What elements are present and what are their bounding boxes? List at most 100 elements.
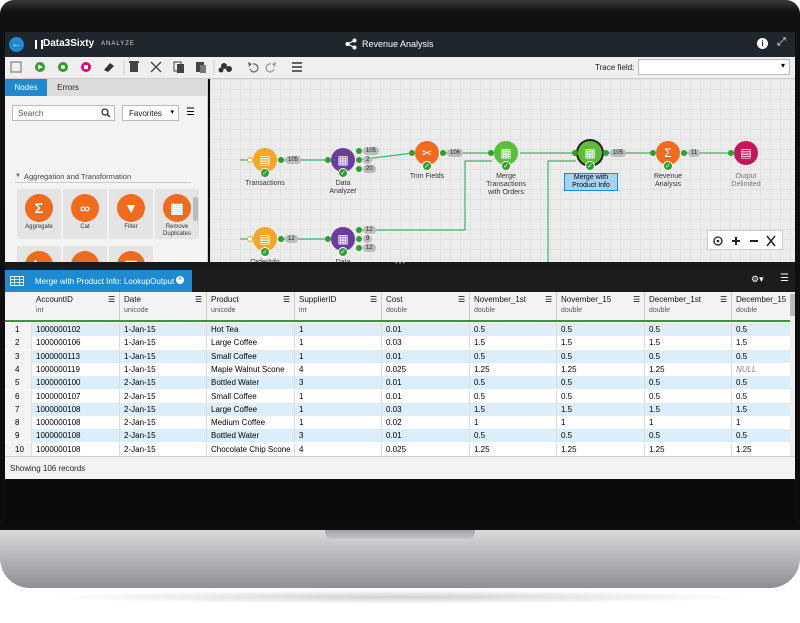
status-bar: Showing 106 records (5, 456, 795, 479)
cell: 9 (5, 429, 32, 443)
trace-dropdown[interactable]: ▾ (638, 59, 790, 75)
cell: 0.5 (645, 389, 732, 403)
port (278, 157, 284, 163)
expand-icon[interactable]: ⤢ (777, 36, 786, 48)
node-label: Data Analyzer (308, 259, 378, 262)
port (488, 150, 494, 156)
row (5, 336, 795, 350)
results-tab[interactable]: Merge with Product Info: LookupOutput × (5, 270, 192, 292)
cell: 1.25 (645, 362, 732, 376)
port-count: 105 (610, 149, 627, 157)
cell: 0.5 (645, 376, 732, 390)
tile-icon: ▼ (117, 194, 145, 222)
cell: 0.03 (382, 336, 470, 350)
port-count: 2 (363, 156, 373, 164)
column-name: December_15 (736, 295, 787, 304)
node-tile[interactable]: Σ Aggregate (17, 189, 61, 239)
back-button[interactable]: ← (9, 37, 24, 52)
results-tab-label: Merge with Product Info: LookupOutput (35, 277, 175, 286)
cell: 0.02 (382, 416, 470, 430)
port-count: 12 (285, 235, 298, 243)
cell: 2-Jan-15 (120, 376, 207, 390)
cell: Bottled Water (207, 429, 295, 443)
cell: 0.5 (470, 376, 557, 390)
cell: 1.5 (470, 336, 557, 350)
settings-icon[interactable]: ⚙▾ (751, 274, 764, 284)
row (5, 376, 795, 390)
status-check: ✓ (260, 168, 270, 178)
cell: 4 (295, 442, 382, 456)
column-name: SupplierID (299, 295, 337, 304)
column-divider (556, 292, 557, 320)
column-divider (644, 292, 645, 320)
port (247, 157, 253, 163)
node-tile[interactable]: ∞ Cat (63, 189, 107, 239)
column-menu: ☰ (720, 295, 728, 304)
tile-label: Filter (124, 224, 138, 230)
cell: 1000000108 (32, 429, 120, 443)
info-icon[interactable]: i (757, 38, 768, 49)
row (5, 429, 795, 443)
favorites-dropdown[interactable]: Favorites ▾ (122, 105, 179, 121)
column-divider (381, 292, 382, 320)
node-label: Merge Transactions with Orders (486, 173, 526, 196)
node-label: Transactions (245, 180, 285, 187)
port-count: 12 (363, 244, 376, 252)
menu-icon[interactable]: ☰ (186, 107, 195, 118)
port (278, 236, 284, 242)
cell: 6 (5, 389, 32, 403)
column-name: Date (124, 295, 141, 304)
cell: 0.5 (557, 429, 645, 443)
port-count: 11 (688, 149, 701, 157)
sidebar-tab[interactable]: Nodes (5, 79, 47, 96)
port (572, 150, 578, 156)
cell: Large Coffee (207, 336, 295, 350)
column-type: unicode (211, 307, 236, 314)
node-tile[interactable]: ▦ Remove Duplicates (155, 189, 199, 239)
node[interactable]: ▤ (734, 141, 758, 165)
cell: 3 (295, 429, 382, 443)
favorites-label: Favorites (129, 109, 162, 118)
column-type: double (561, 307, 583, 314)
notch (325, 530, 475, 539)
cell: 10 (5, 442, 32, 456)
cell: 0.01 (382, 349, 470, 363)
logo: Data3Sixty (43, 38, 95, 49)
cell: 1.5 (645, 336, 732, 350)
cell: 0.5 (732, 376, 792, 390)
node-tile[interactable]: ▼ Filter (109, 189, 153, 239)
node-label: Output Delimited (731, 173, 761, 188)
laptop-base (0, 530, 800, 588)
tile-label: Cat (80, 224, 90, 230)
cell: 1 (732, 416, 792, 430)
column-divider (469, 292, 470, 320)
trace-label: Trace field: (595, 63, 635, 72)
logo-sub: ANALYZE (101, 41, 135, 47)
column-divider (119, 292, 120, 320)
column-divider (206, 292, 207, 320)
cell: 1.25 (557, 362, 645, 376)
cell: 1.25 (557, 442, 645, 456)
cell: 0.5 (645, 323, 732, 336)
search-box[interactable]: Search (12, 105, 115, 121)
cell: 1.25 (732, 442, 792, 456)
port-count: 20 (363, 165, 376, 173)
cell: Small Coffee (207, 349, 295, 363)
cell: 1 (295, 336, 382, 350)
cell: 1.5 (645, 402, 732, 416)
row (5, 389, 795, 403)
port (356, 166, 362, 172)
cell: 1-Jan-15 (120, 336, 207, 350)
canvas: ▤ ✓ Transactions 105 ▦ ✓ Data Analyzer 105 2 20 ✂ ✓… (210, 79, 795, 262)
column-name: November_1st (474, 295, 527, 304)
section-title: Aggregation and Transformation (24, 172, 132, 181)
port (440, 150, 446, 156)
results-menu[interactable]: ☰ (780, 273, 789, 284)
grid-scrollbar (790, 292, 795, 456)
splitter[interactable]: • • • (5, 261, 795, 268)
cell: 5 (5, 376, 32, 390)
port-count: 106 (447, 149, 464, 157)
sidebar-tab[interactable]: Errors (57, 83, 79, 92)
cell: 4 (5, 362, 32, 376)
cell: 0.03 (382, 402, 470, 416)
